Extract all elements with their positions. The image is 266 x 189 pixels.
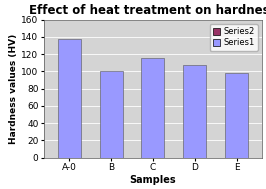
Bar	[183, 65, 206, 157]
Bar	[225, 73, 248, 157]
Bar	[142, 58, 164, 157]
Title: Effect of heat treatment on hardness: Effect of heat treatment on hardness	[29, 4, 266, 17]
Legend: Series2, Series1: Series2, Series1	[210, 24, 258, 51]
Bar	[58, 39, 81, 157]
Y-axis label: Hardness values (HV): Hardness values (HV)	[10, 33, 18, 144]
Bar	[99, 70, 123, 157]
X-axis label: Samples: Samples	[130, 175, 176, 185]
